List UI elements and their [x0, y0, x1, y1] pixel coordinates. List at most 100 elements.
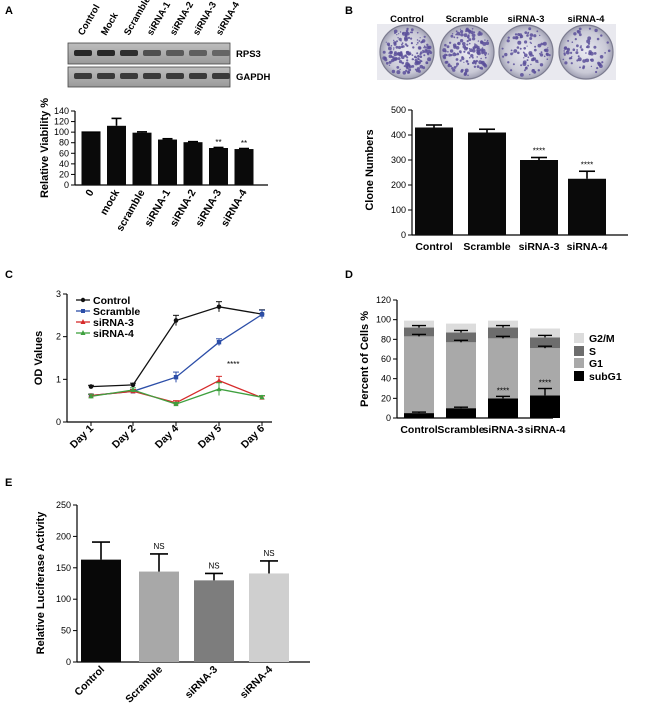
colony-dot — [529, 28, 531, 30]
colony-dot — [408, 66, 411, 68]
y-tick-label: 0 — [386, 413, 391, 423]
colony-dot — [579, 66, 581, 69]
panel-label-d: D — [345, 269, 353, 281]
bar — [234, 149, 254, 185]
colony-dot — [580, 45, 582, 47]
colony-dot — [576, 59, 579, 62]
y-tick-label: 3 — [56, 289, 61, 299]
colony-dot — [388, 64, 391, 67]
colony-dot — [529, 33, 534, 37]
stack-segment — [488, 398, 518, 418]
colony-dot — [529, 74, 531, 76]
y-tick-label: 0 — [401, 230, 406, 240]
colony-dot — [392, 57, 396, 62]
y-tick-label: 2 — [56, 332, 61, 342]
colony-dot — [443, 56, 447, 60]
colony-dot — [585, 58, 587, 61]
colony-dot — [466, 35, 470, 39]
colony-dot — [442, 50, 444, 52]
colony-dot — [466, 40, 469, 43]
blot-band-rps3 — [143, 50, 161, 56]
x-tick-label: Day 4 — [153, 423, 181, 451]
colony-dot — [422, 50, 425, 54]
blot-band-gapdh — [166, 73, 184, 79]
blot-row-label-gapdh: GAPDH — [236, 72, 270, 83]
colony-dot — [524, 40, 528, 44]
colony-dot — [601, 61, 604, 64]
colony-dot — [427, 53, 430, 56]
colony-dot — [587, 36, 592, 41]
colony-dot — [563, 46, 567, 51]
x-tick-label: Scramble — [437, 424, 484, 436]
colony-dot — [446, 45, 450, 49]
colony-dot — [590, 58, 594, 62]
colony-dot — [448, 53, 452, 57]
colony-dot — [423, 45, 426, 47]
colony-dot — [487, 53, 489, 55]
stack-segment — [446, 408, 476, 418]
colony-dot — [393, 47, 395, 49]
colony-dot — [418, 58, 420, 61]
colony-dot — [455, 65, 458, 67]
colony-dot — [563, 53, 566, 56]
colony-dot — [444, 53, 447, 57]
colony-dot — [407, 52, 411, 56]
colony-dot — [546, 54, 549, 57]
colony-dot — [402, 31, 406, 36]
colony-dot — [453, 36, 456, 39]
colony-dot — [398, 60, 403, 64]
colony-dot — [420, 60, 422, 62]
culture-plate — [439, 24, 495, 80]
colony-dot — [469, 56, 471, 59]
colony-dot — [544, 48, 549, 53]
colony-dot — [469, 48, 473, 52]
colony-dot — [456, 31, 461, 36]
x-tick-label: mock — [98, 187, 122, 217]
y-tick-label: 150 — [56, 563, 71, 573]
colony-plates: Control Scramble siRNA-3 siRNA-4 — [377, 14, 616, 80]
colony-dot — [463, 72, 467, 76]
colony-dot — [401, 43, 403, 46]
colony-dot — [416, 42, 419, 44]
colony-dot — [523, 69, 526, 72]
y-tick-label: 40 — [59, 159, 69, 169]
colony-dot — [571, 55, 573, 58]
colony-dot — [470, 54, 474, 58]
colony-dot — [477, 51, 481, 56]
colony-dot — [533, 48, 537, 52]
colony-dot — [510, 49, 513, 52]
colony-dot — [539, 63, 544, 67]
colony-dot — [399, 68, 401, 71]
colony-dot — [514, 36, 519, 40]
colony-dot — [417, 54, 420, 58]
colony-dot — [393, 29, 398, 34]
x-tick-label: Day 6 — [239, 423, 267, 451]
x-tick-label: Scramble — [123, 664, 165, 706]
colony-dot — [406, 59, 409, 62]
colony-dot — [578, 33, 582, 37]
colony-dot — [530, 42, 532, 44]
stack-segment — [530, 337, 560, 349]
colony-dot — [530, 63, 532, 66]
colony-dot — [426, 43, 429, 46]
blot-band-rps3 — [120, 50, 138, 56]
colony-dot — [527, 31, 530, 34]
colony-dot — [420, 51, 423, 54]
data-point — [216, 377, 222, 383]
colony-dot — [385, 61, 389, 65]
panel-label-b: B — [345, 5, 353, 17]
colony-dot — [536, 30, 539, 33]
y-tick-label: 250 — [56, 500, 71, 510]
colony-dot — [456, 36, 459, 39]
colony-dot — [565, 50, 570, 55]
bar — [132, 132, 152, 185]
colony-dot — [517, 33, 521, 36]
colony-dot — [416, 31, 419, 34]
colony-dot — [397, 57, 401, 61]
colony-dot — [473, 65, 477, 69]
plate-label-scramble: Scramble — [446, 14, 489, 25]
colony-dot — [428, 46, 431, 49]
colony-dot — [426, 62, 429, 64]
stack-segment — [404, 320, 434, 328]
